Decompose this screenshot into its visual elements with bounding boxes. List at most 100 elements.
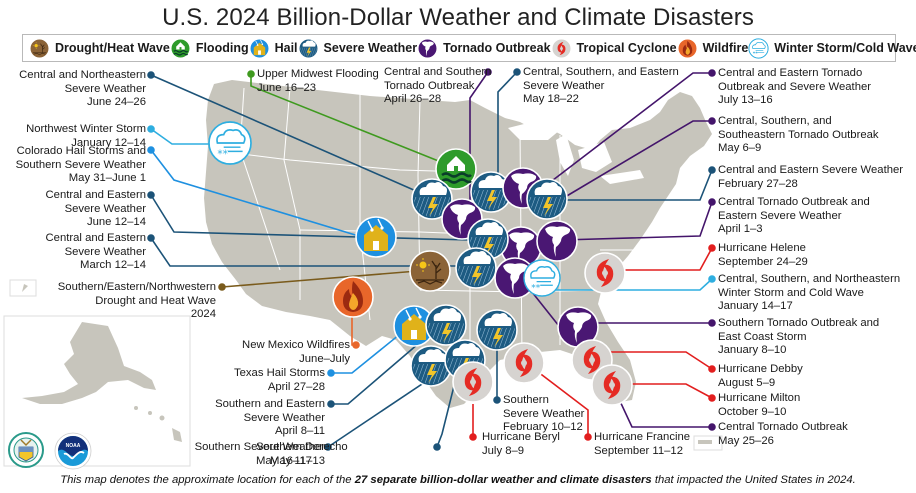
event-date: May 16–17 bbox=[256, 454, 312, 467]
alaska-shape bbox=[22, 322, 156, 404]
event-name: East Coast Storm bbox=[718, 330, 807, 343]
map-marker-severe[interactable] bbox=[425, 304, 467, 346]
legend-label: Drought/Heat Wave bbox=[55, 41, 170, 55]
map-marker-severe[interactable] bbox=[526, 178, 568, 220]
event-label-e23: Central, Southern, and Northeastern Winte… bbox=[718, 273, 900, 314]
map-marker-tropical[interactable] bbox=[503, 342, 545, 384]
svg-text:**: ** bbox=[531, 284, 541, 294]
leader-dot bbox=[324, 443, 332, 451]
leader-dot bbox=[484, 68, 492, 76]
map-marker-severe[interactable] bbox=[476, 309, 518, 351]
leader-dot bbox=[708, 117, 716, 125]
event-date: May 6–9 bbox=[718, 142, 762, 154]
leader-dot bbox=[708, 244, 716, 252]
tropical-cyclone-icon bbox=[550, 37, 572, 59]
event-name: Winter Storm and Cold Wave bbox=[718, 286, 864, 299]
event-label-e15: Upper Midwest Flooding June 16–23 bbox=[257, 68, 379, 95]
event-date: October 9–10 bbox=[718, 405, 787, 418]
leader-dot bbox=[708, 394, 716, 402]
event-name: Hurricane Helene bbox=[718, 242, 806, 254]
commerce-seal-logo bbox=[8, 432, 44, 468]
event-name: Southeastern Tornado Outbreak bbox=[718, 128, 879, 141]
event-name: Central, Southern, and Northeastern bbox=[718, 273, 901, 285]
leader-dot bbox=[584, 433, 592, 441]
leader-dot bbox=[147, 71, 155, 79]
event-date: May 11–13 bbox=[269, 454, 325, 467]
legend-item-wildfire: Wildfire bbox=[676, 37, 748, 59]
leader-dot bbox=[218, 283, 226, 291]
map-marker-severe[interactable] bbox=[411, 178, 453, 220]
event-name: Northwest Winter Storm bbox=[26, 123, 146, 135]
event-label-e26: Hurricane Milton October 9–10 bbox=[718, 392, 800, 419]
legend-item-severe: Severe Weather bbox=[297, 37, 418, 59]
event-date: April 8–11 bbox=[274, 425, 325, 437]
page-title: U.S. 2024 Billion-Dollar Weather and Cli… bbox=[162, 4, 754, 31]
event-name: Central Tornado Outbreak and bbox=[718, 196, 870, 208]
event-date: June 12–14 bbox=[86, 216, 146, 228]
event-name: Central and Eastern Tornado bbox=[718, 67, 863, 79]
event-name: Colorado Hail Storms and bbox=[16, 145, 146, 157]
leader-lines bbox=[150, 71, 713, 448]
event-date: April 26–28 bbox=[384, 93, 442, 105]
map-marker-hail[interactable] bbox=[355, 216, 397, 258]
event-name: Southern/Eastern/Northwestern bbox=[57, 281, 216, 293]
event-date: May 31–June 1 bbox=[68, 172, 146, 184]
map-marker-drought[interactable] bbox=[409, 250, 451, 292]
hail-icon bbox=[248, 37, 270, 59]
map-marker-severe[interactable] bbox=[410, 345, 452, 387]
event-date: January 8–10 bbox=[718, 344, 787, 356]
event-name: Central and Southern bbox=[384, 66, 492, 78]
leader-dot bbox=[433, 443, 441, 451]
flooding-icon bbox=[170, 37, 191, 59]
legend-item-flooding: Flooding bbox=[170, 37, 249, 59]
legend-label: Tornado Outbreak bbox=[443, 41, 551, 55]
legend-item-tornado: Tornado Outbreak bbox=[417, 37, 551, 59]
event-name: Texas Hail Storms bbox=[233, 367, 325, 379]
leader-dot bbox=[708, 423, 716, 431]
legend-item-hail: Hail bbox=[248, 37, 298, 59]
footer-note: This map denotes the approximate locatio… bbox=[0, 474, 916, 486]
event-name: New Mexico Wildfires bbox=[242, 339, 350, 351]
legend-label: Severe Weather bbox=[323, 41, 418, 55]
event-label-e10: Southern Severe Weather May 11–13 bbox=[195, 441, 325, 468]
event-label-e24: Southern Tornado Outbreak and East Coast … bbox=[718, 317, 879, 358]
leader-dots bbox=[147, 68, 716, 451]
event-label-e19: Central, Southern, and Southeastern Torna… bbox=[718, 115, 879, 156]
event-label-e9: Southern and Eastern Severe Weather April … bbox=[215, 398, 325, 439]
event-name: Central, Southern, and Eastern bbox=[523, 66, 679, 78]
map-marker-hail[interactable] bbox=[393, 305, 435, 347]
map-marker-severe[interactable] bbox=[470, 171, 512, 213]
event-name: Eastern Severe Weather bbox=[718, 209, 842, 222]
event-name: Severe Weather bbox=[64, 202, 146, 215]
map-marker-tropical[interactable] bbox=[591, 364, 633, 406]
event-name: Upper Midwest Flooding bbox=[257, 68, 379, 80]
map-marker-wildfire[interactable] bbox=[332, 276, 374, 318]
map-marker-winter[interactable]: ** bbox=[208, 121, 252, 165]
event-name: Severe Weather bbox=[503, 407, 585, 420]
map-marker-tropical[interactable] bbox=[584, 252, 626, 294]
map-marker-tornado[interactable] bbox=[536, 220, 578, 262]
map-marker-tropical[interactable] bbox=[452, 361, 494, 403]
map-marker-severe[interactable] bbox=[455, 247, 497, 289]
legend-item-winter: ** Winter Storm/Cold Wave bbox=[748, 37, 916, 59]
leader-dot bbox=[493, 396, 501, 404]
leader-dot bbox=[147, 146, 155, 154]
leader-dot bbox=[147, 191, 155, 199]
event-label-e16: Central and Southern Tornado Outbreak Apri… bbox=[384, 66, 491, 107]
leader-dot bbox=[327, 400, 335, 408]
event-label-e2: Northwest Winter Storm January 12–14 bbox=[26, 123, 146, 150]
map-marker-winter[interactable]: ** bbox=[523, 259, 561, 297]
legend-label: Flooding bbox=[195, 41, 249, 55]
event-name: Central and Eastern bbox=[45, 189, 146, 201]
event-date: September 24–29 bbox=[718, 255, 808, 268]
event-name: Central and Eastern bbox=[45, 232, 146, 244]
leader-dot bbox=[708, 69, 716, 77]
event-name: Central Tornado Outbreak bbox=[718, 421, 848, 433]
event-date: September 11–12 bbox=[594, 444, 683, 457]
map-marker-flooding[interactable] bbox=[435, 148, 477, 190]
legend-label: Winter Storm/Cold Wave bbox=[774, 41, 916, 55]
event-date: January 12–14 bbox=[71, 136, 146, 149]
severe-weather-icon bbox=[297, 37, 319, 59]
event-date: March 12–14 bbox=[80, 259, 146, 271]
